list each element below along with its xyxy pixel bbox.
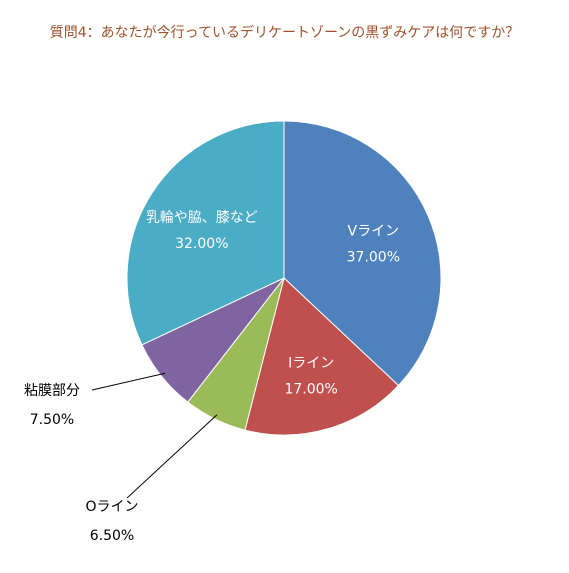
leader-line	[91, 372, 166, 391]
slice-label: Iライン	[288, 355, 334, 371]
slice-value-label: 17.00%	[284, 381, 337, 397]
slice-label: 乳輪や脇、膝など	[146, 209, 258, 226]
slice-1	[283, 120, 442, 387]
chart-title: 質問4：あなたが今行っているデリケートゾーンの黒ずみケアは何ですか？	[49, 25, 520, 41]
slice-value-label: 32.00%	[175, 236, 228, 252]
slice-2	[244, 277, 400, 436]
slice-label: 粘膜部分	[24, 383, 80, 399]
slice-value-label: 7.50%	[30, 412, 74, 428]
slice-5	[126, 120, 285, 346]
slice-value-label: 37.00%	[347, 249, 400, 265]
slice-label: Vライン	[348, 223, 400, 239]
leader-lines-layer	[91, 372, 218, 499]
slice-label: Oライン	[85, 499, 138, 515]
leader-line	[126, 414, 218, 499]
labels-layer: Vライン 37.00% Iライン 17.00% Oライン 6.50% 粘膜部分 7.50% 乳輪…	[24, 209, 400, 544]
slice-value-label: 6.50%	[90, 528, 134, 544]
slices-layer	[126, 120, 442, 436]
